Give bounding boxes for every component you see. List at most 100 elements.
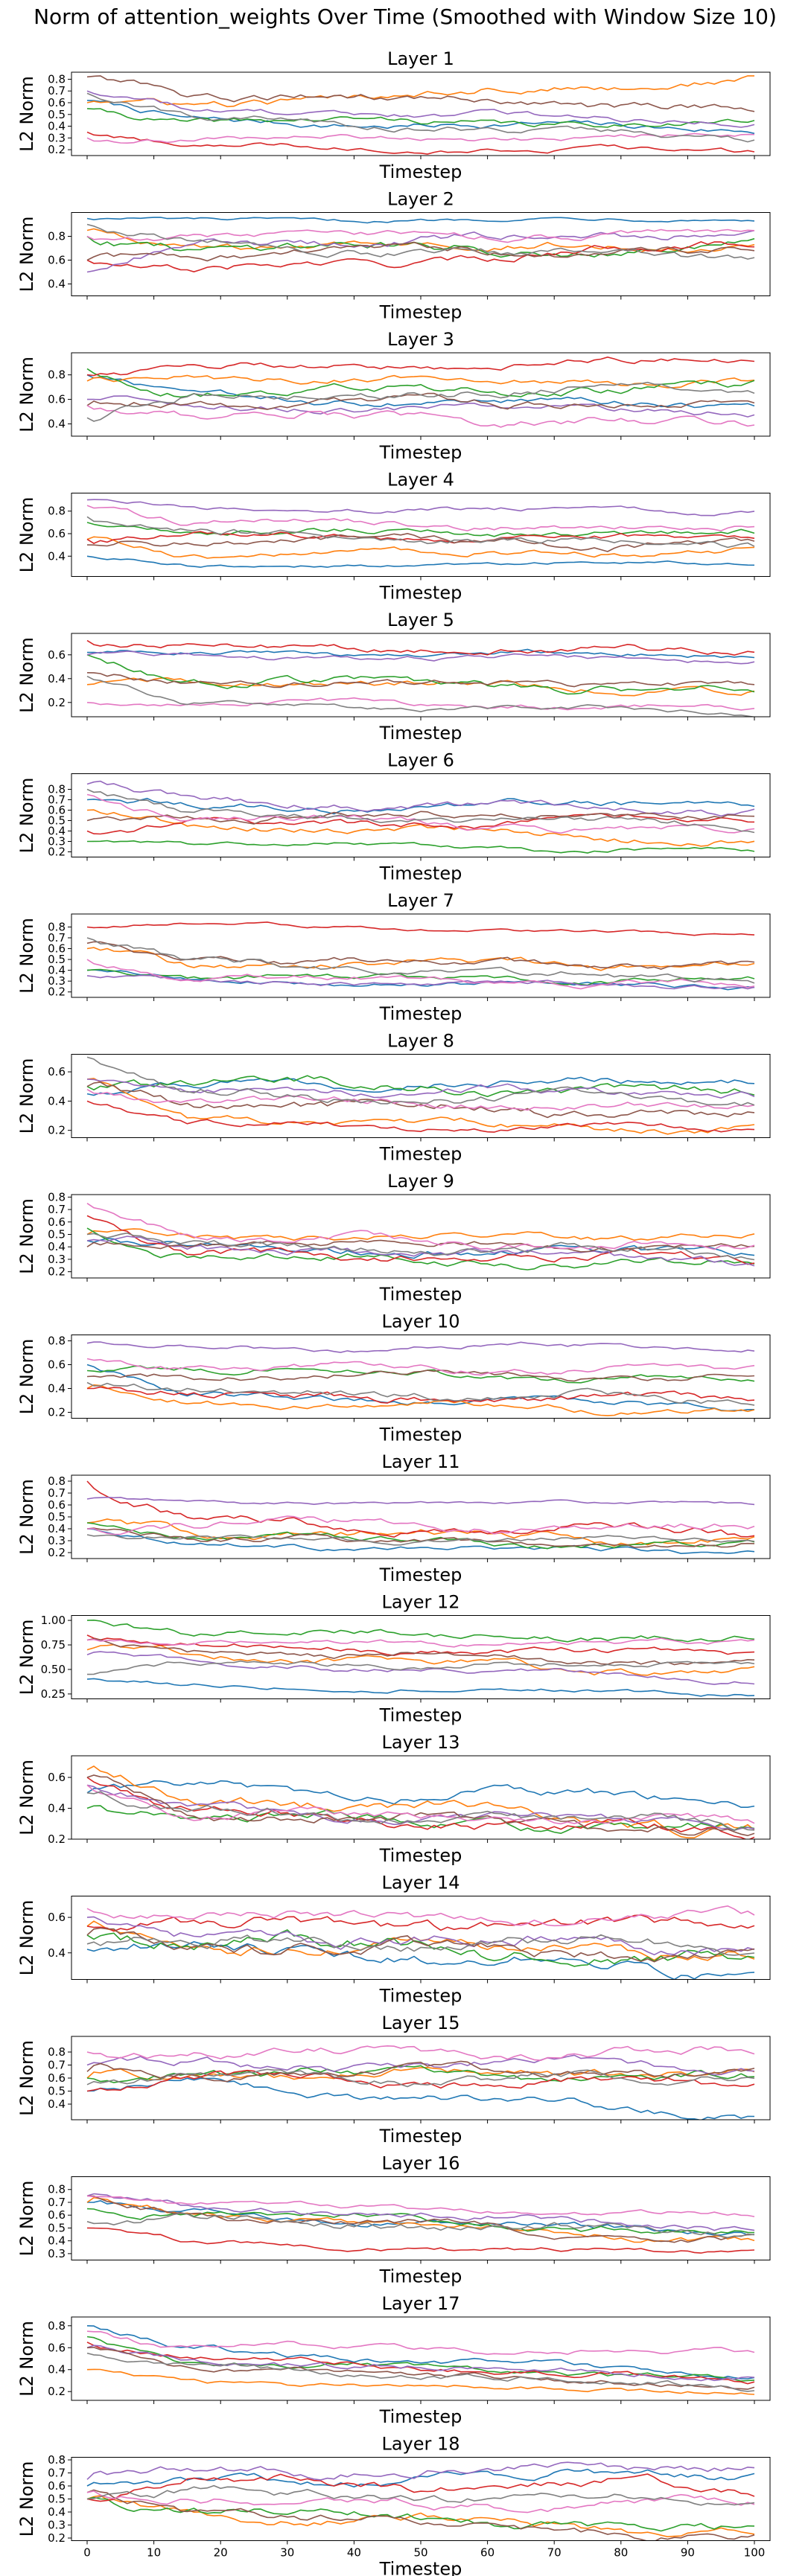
y-tick-label: 0.6 — [48, 254, 66, 267]
plot-frame — [71, 2036, 771, 2120]
series-line-5 — [86, 1784, 755, 1831]
y-tick-label: 0.2 — [48, 846, 66, 859]
y-tick-label: 0.4 — [48, 825, 66, 838]
x-tick-label: 80 — [614, 2546, 628, 2560]
series-line-5 — [87, 395, 755, 418]
x-tick-label: 90 — [681, 2546, 695, 2560]
y-axis-label: L2 Norm — [16, 76, 37, 152]
series-line-3 — [86, 840, 755, 854]
y-tick-label: 0.6 — [48, 2071, 66, 2085]
y-tick-label: 0.50 — [41, 1663, 66, 1676]
series-line-7 — [86, 2195, 755, 2217]
series-line-7 — [86, 1515, 755, 1535]
x-axis-label: Timestep — [379, 1705, 462, 1726]
y-tick-label: 0.6 — [48, 2479, 66, 2493]
series-line-5 — [86, 1341, 755, 1353]
series-line-5 — [86, 1236, 755, 1267]
y-tick-label: 0.3 — [48, 2519, 66, 2532]
series-line-1 — [86, 2325, 755, 2380]
x-axis-label: Timestep — [379, 2266, 462, 2287]
series-line-2 — [86, 374, 755, 389]
x-axis-label: Timestep — [379, 1144, 462, 1165]
subplot-title: Layer 1 — [387, 48, 454, 69]
series-line-2 — [86, 2495, 755, 2538]
y-axis-label: L2 Norm — [16, 1900, 37, 1976]
x-axis-label: Timestep — [379, 2406, 462, 2427]
figure-title: Norm of attention_weights Over Time (Smo… — [34, 4, 777, 29]
series-line-2 — [86, 536, 755, 559]
y-axis-label: L2 Norm — [16, 1620, 37, 1696]
x-axis-label: Timestep — [379, 442, 462, 463]
y-tick-label: 0.6 — [48, 1065, 66, 1078]
plot-frame — [71, 773, 771, 857]
y-tick-label: 0.7 — [48, 1203, 66, 1216]
series-line-7 — [86, 2330, 755, 2356]
y-tick-label: 0.6 — [48, 2208, 66, 2222]
x-axis-label: Timestep — [379, 583, 462, 604]
series-line-1 — [86, 1780, 755, 1808]
series-line-2 — [86, 809, 755, 847]
subplot-title: Layer 16 — [381, 2153, 459, 2174]
y-axis-label: L2 Norm — [16, 357, 37, 432]
series-line-1 — [86, 797, 755, 815]
y-tick-label: 0.6 — [48, 1215, 66, 1229]
x-axis-label: Timestep — [379, 302, 462, 323]
series-line-6 — [86, 1081, 755, 1119]
x-axis-label: Timestep — [379, 723, 462, 744]
subplot-title: Layer 6 — [387, 750, 454, 771]
series-line-4 — [86, 1914, 755, 1932]
y-tick-label: 0.5 — [48, 2221, 66, 2234]
y-tick-label: 0.2 — [48, 1832, 66, 1846]
series-line-3 — [86, 1619, 755, 1643]
series-line-1 — [86, 1941, 755, 1980]
plot-frame — [71, 633, 771, 717]
series-line-8 — [86, 92, 755, 143]
y-tick-label: 0.2 — [48, 1265, 66, 1279]
y-tick-label: 0.3 — [48, 835, 66, 848]
series-line-7 — [86, 793, 755, 834]
plot-frame — [71, 1755, 771, 1840]
series-line-7 — [86, 405, 755, 428]
y-axis-label: L2 Norm — [16, 778, 37, 854]
series-line-5 — [86, 2461, 755, 2481]
series-line-7 — [86, 132, 755, 144]
series-line-4 — [86, 241, 755, 273]
subplot-title: Layer 13 — [381, 1732, 459, 1753]
subplot-layer-15: Layer 15 L2 Norm Timestep 0.40.50.60.70.8 — [16, 2013, 771, 2147]
y-tick-label: 0.8 — [48, 368, 66, 382]
y-tick-label: 0.6 — [48, 1911, 66, 1924]
y-tick-label: 0.7 — [48, 793, 66, 807]
series-line-1 — [86, 2077, 755, 2120]
series-line-1 — [86, 555, 755, 568]
series-line-5 — [86, 1916, 755, 1956]
y-tick-label: 0.8 — [48, 2453, 66, 2467]
x-axis-label: Timestep — [379, 1565, 462, 1585]
subplot-title: Layer 10 — [381, 1311, 459, 1332]
y-axis-label: L2 Norm — [16, 1339, 37, 1415]
y-tick-label: 0.75 — [41, 1638, 66, 1652]
y-tick-label: 0.6 — [48, 804, 66, 817]
series-line-7 — [86, 1784, 755, 1825]
y-tick-label: 0.7 — [48, 2196, 66, 2209]
subplot-layer-10: Layer 10 L2 Norm Timestep 0.2 0.4 0.6 0.8 — [16, 1311, 771, 1445]
plot-frame — [71, 1896, 771, 1980]
plot-frame — [71, 1194, 771, 1279]
series-line-8 — [86, 1232, 755, 1261]
series-line-2 — [86, 2196, 755, 2243]
x-tick-label: 50 — [413, 2546, 427, 2560]
series-line-5 — [86, 1496, 755, 1506]
y-tick-label: 0.3 — [48, 131, 66, 144]
x-tick-label: 10 — [147, 2546, 161, 2560]
y-tick-label: 0.5 — [48, 1510, 66, 1524]
y-tick-label: 0.2 — [48, 985, 66, 999]
y-tick-label: 0.6 — [48, 648, 66, 662]
y-axis-label: L2 Norm — [16, 918, 37, 994]
x-axis-label: Timestep — [379, 1986, 462, 2007]
series-line-7 — [86, 959, 755, 990]
series-line-8 — [86, 1934, 755, 1956]
series-line-6 — [86, 1637, 755, 1666]
series-line-4 — [86, 921, 755, 936]
